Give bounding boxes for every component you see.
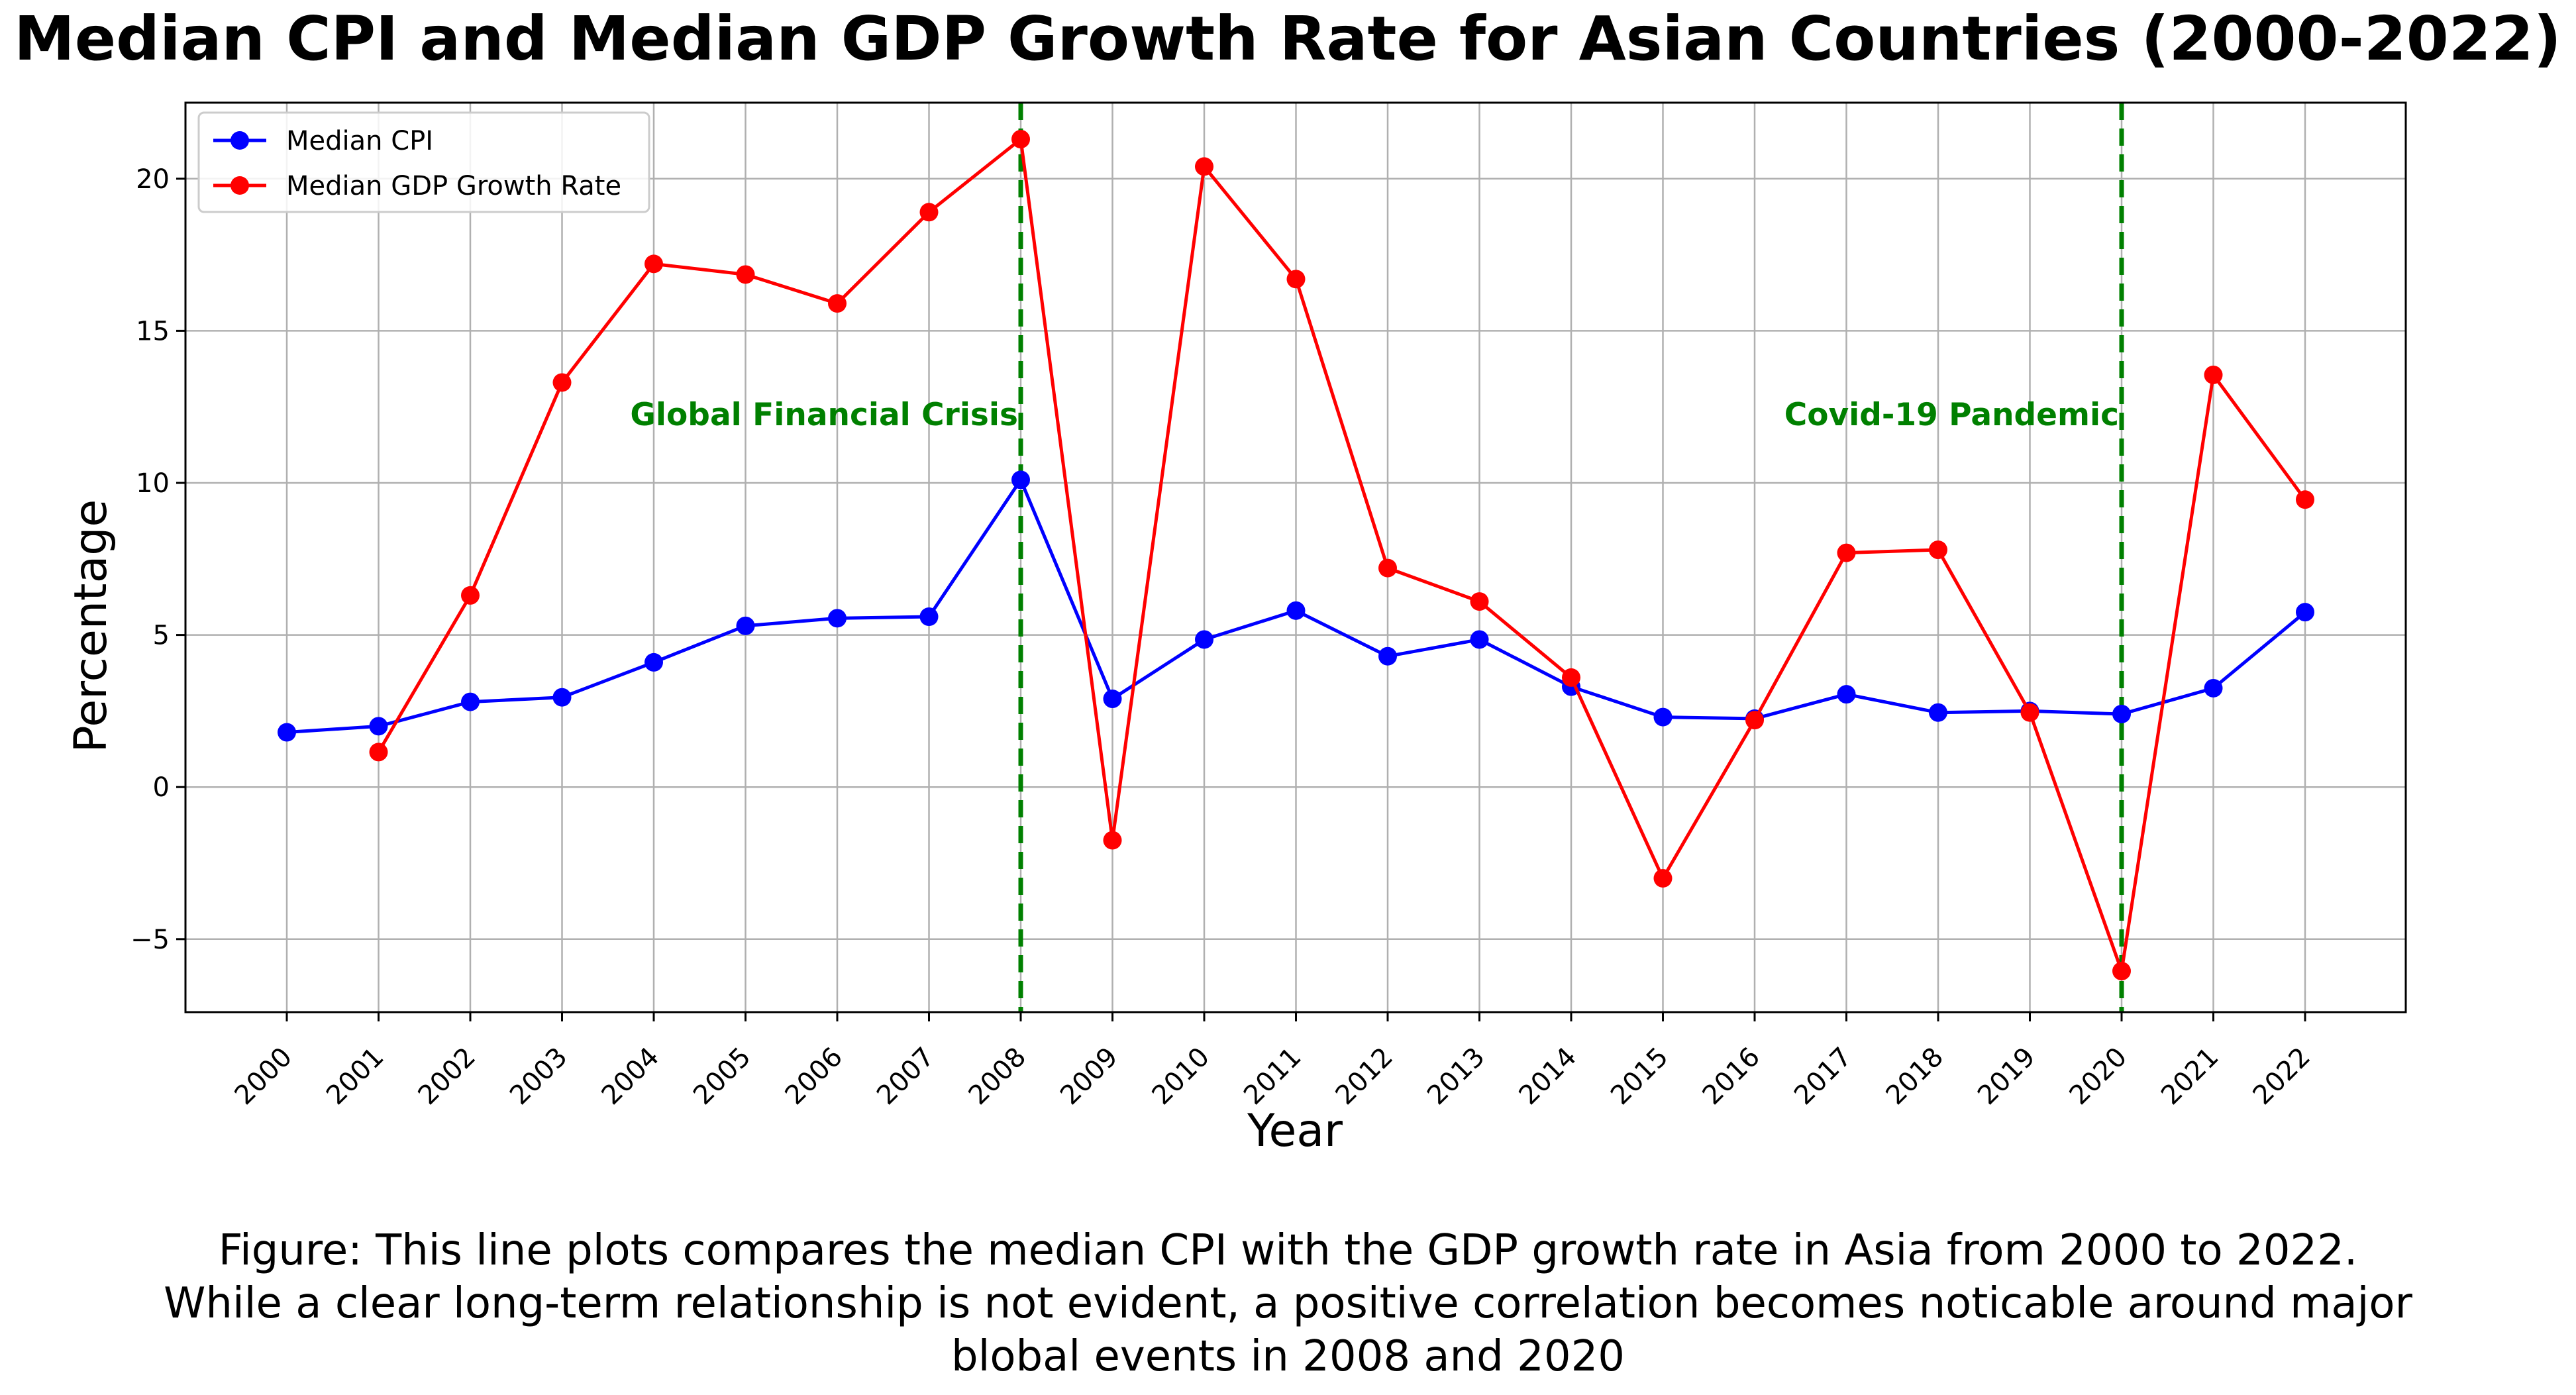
legend-marker xyxy=(231,131,249,150)
y-tick-label: 5 xyxy=(153,621,170,651)
data-point xyxy=(2296,603,2314,622)
x-tick-label: 2007 xyxy=(871,1042,941,1111)
data-point xyxy=(1745,711,1764,730)
data-point xyxy=(1562,668,1580,687)
data-point xyxy=(461,692,480,711)
legend-box xyxy=(197,111,650,213)
series-layer xyxy=(278,130,2314,981)
data-point xyxy=(2020,703,2039,722)
data-point xyxy=(828,294,847,313)
data-point xyxy=(1653,868,1673,888)
series-line xyxy=(377,137,2307,973)
data-point xyxy=(736,265,755,284)
data-point xyxy=(1286,601,1306,620)
y-tick-label: 20 xyxy=(136,164,170,195)
legend-label: Median CPI xyxy=(286,126,433,156)
data-point xyxy=(2112,962,2131,981)
data-point xyxy=(369,717,388,736)
data-point xyxy=(1195,157,1213,176)
data-point xyxy=(1837,543,1856,562)
event-markers: Global Financial Crisis Covid-19 Pandemic xyxy=(630,103,2124,1012)
x-tick-label: 2010 xyxy=(1147,1042,1216,1111)
x-tick-label: 2015 xyxy=(1605,1042,1674,1111)
data-point xyxy=(828,609,847,628)
data-point xyxy=(1378,646,1397,666)
x-tick-label: 2017 xyxy=(1788,1042,1858,1111)
x-tick-label: 2001 xyxy=(321,1042,390,1111)
y-tick-label: 0 xyxy=(153,772,170,803)
x-tick-label: 2020 xyxy=(2064,1042,2134,1111)
caption-line-2: While a clear long-term relationship is … xyxy=(164,1279,2412,1328)
data-point xyxy=(461,586,480,605)
x-tick-label: 2002 xyxy=(413,1042,482,1111)
x-tick-label: 2008 xyxy=(963,1042,1033,1111)
event-label: Covid-19 Pandemic xyxy=(1784,397,2119,433)
y-tick-label: −5 xyxy=(130,925,170,955)
data-point xyxy=(1929,703,1947,722)
legend-marker xyxy=(231,176,249,195)
data-point xyxy=(2112,704,2131,723)
data-point xyxy=(1378,558,1397,578)
chart-title: Median CPI and Median GDP Growth Rate fo… xyxy=(14,3,2561,74)
x-tick-label: 2022 xyxy=(2247,1042,2317,1111)
x-axis-label: Year xyxy=(1247,1105,1343,1157)
data-point xyxy=(552,688,572,707)
data-point xyxy=(1929,541,1947,560)
y-axis-ticks: −5 0 5 10 15 20 xyxy=(130,164,185,955)
x-axis-ticks: 2000 2001 2002 2003 2004 2005 2006 2007 2008 2009… xyxy=(229,1012,2317,1111)
legend: Median CPI Median GDP Growth Rate xyxy=(197,111,650,213)
x-tick-label: 2016 xyxy=(1697,1042,1767,1111)
event-label: Global Financial Crisis xyxy=(630,397,1018,433)
data-point xyxy=(2296,490,2314,509)
data-point xyxy=(644,254,663,274)
figure-caption: Figure: This line plots compares the med… xyxy=(0,1224,2576,1383)
data-point xyxy=(1470,630,1489,649)
data-point xyxy=(1195,630,1213,649)
x-tick-label: 2019 xyxy=(1972,1042,2041,1111)
data-point xyxy=(1837,685,1856,704)
caption-line-3: blobal events in 2008 and 2020 xyxy=(951,1332,1625,1381)
data-point xyxy=(644,652,663,672)
x-tick-label: 2000 xyxy=(229,1042,299,1111)
data-point xyxy=(369,743,388,762)
x-tick-label: 2011 xyxy=(1238,1042,1308,1111)
data-point xyxy=(1011,470,1030,490)
data-point xyxy=(1011,130,1030,149)
data-point xyxy=(919,203,939,222)
caption-line-1: Figure: This line plots compares the med… xyxy=(218,1226,2358,1275)
data-point xyxy=(2204,365,2223,384)
x-tick-label: 2013 xyxy=(1421,1042,1491,1111)
data-point xyxy=(736,616,755,635)
x-tick-label: 2006 xyxy=(780,1042,849,1111)
legend-label: Median GDP Growth Rate xyxy=(286,171,621,201)
data-point xyxy=(552,373,572,392)
x-tick-label: 2012 xyxy=(1330,1042,1400,1111)
y-axis-label: Percentage xyxy=(65,499,117,753)
data-point xyxy=(1103,690,1122,709)
data-point xyxy=(919,607,939,627)
data-point xyxy=(1653,707,1673,727)
y-tick-label: 10 xyxy=(136,468,170,499)
x-tick-label: 2009 xyxy=(1055,1042,1124,1111)
x-tick-label: 2003 xyxy=(504,1042,574,1111)
data-point xyxy=(1286,270,1306,289)
x-tick-label: 2004 xyxy=(596,1042,666,1111)
data-point xyxy=(2204,678,2223,698)
y-tick-label: 15 xyxy=(136,316,170,346)
x-tick-label: 2014 xyxy=(1514,1042,1583,1111)
x-tick-label: 2005 xyxy=(688,1042,757,1111)
grid-lines xyxy=(185,103,2406,1012)
data-point xyxy=(1470,592,1489,611)
x-tick-label: 2021 xyxy=(2155,1042,2225,1111)
x-tick-label: 2018 xyxy=(1880,1042,1950,1111)
data-point xyxy=(1103,831,1122,850)
data-point xyxy=(278,723,296,742)
